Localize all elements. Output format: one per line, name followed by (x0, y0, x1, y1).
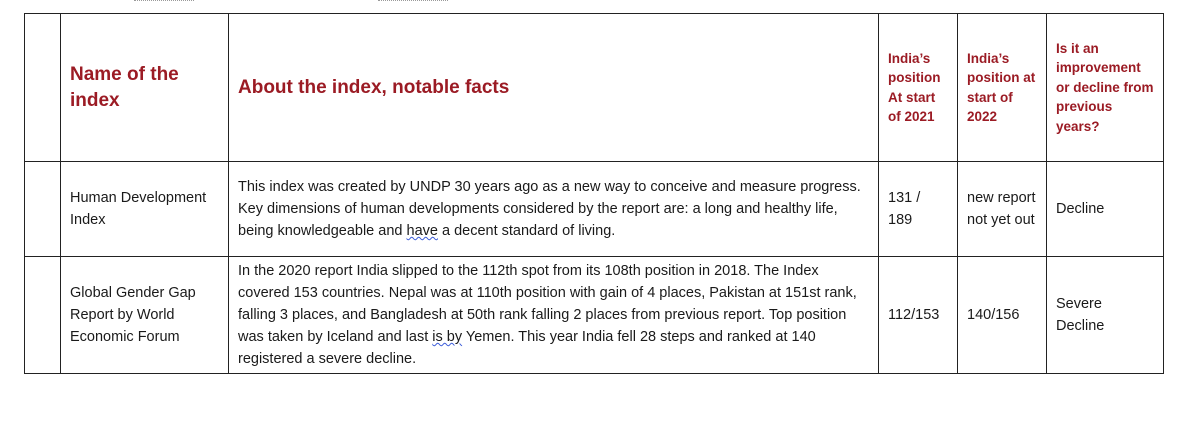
header-about-cell: About the index, notable facts (228, 13, 879, 162)
row-marker-cell (24, 256, 61, 374)
index-about-text: This index was created by UNDP 30 years … (238, 176, 869, 242)
header-trend: Is it an improvement or decline from pre… (1056, 40, 1154, 134)
header-position-2022: India’s position at start of 2022 (967, 50, 1036, 125)
header-position-2021: India’s position At start of 2021 (888, 50, 941, 125)
index-about-text: In the 2020 report India slipped to the … (238, 260, 869, 370)
index-name-cell: Human Development Index (60, 161, 229, 257)
row-marker-cell (24, 161, 61, 257)
trend-cell: Severe Decline (1046, 256, 1164, 374)
index-name: Human Development Index (70, 190, 207, 228)
index-about-cell[interactable]: This index was created by UNDP 30 years … (228, 161, 879, 257)
header-2021-cell: India’s position At start of 2021 (878, 13, 958, 162)
table-row: Human Development Index This index was c… (24, 161, 1164, 257)
table-row: Global Gender Gap Report by World Econom… (24, 256, 1164, 374)
trend-cell: Decline (1046, 161, 1164, 257)
header-2022-cell: India’s position at start of 2022 (957, 13, 1047, 162)
index-name-cell: Global Gender Gap Report by World Econom… (60, 256, 229, 374)
index-table: Name of the index About the index, notab… (24, 13, 1164, 374)
trend-value: Severe Decline (1056, 296, 1105, 334)
spellcheck-flagged-word[interactable]: have (406, 223, 438, 239)
row-marker-cell (24, 13, 61, 162)
dotted-rule-left (134, 0, 194, 4)
position-2021-cell: 131 / 189 (878, 161, 958, 257)
position-2021: 112/153 (888, 307, 940, 323)
header-trend-cell: Is it an improvement or decline from pre… (1046, 13, 1164, 162)
position-2021-cell: 112/153 (878, 256, 958, 374)
index-name: Global Gender Gap Report by World Econom… (70, 285, 196, 345)
header-name-cell: Name of the index (60, 13, 229, 162)
table-header-row: Name of the index About the index, notab… (24, 13, 1164, 162)
position-2021: 131 / 189 (888, 190, 921, 228)
position-2022: 140/156 (967, 307, 1020, 323)
trend-value: Decline (1056, 201, 1105, 217)
about-text-part: This index was created by UNDP 30 years … (238, 179, 861, 239)
position-2022-cell: 140/156 (957, 256, 1047, 374)
dotted-rule-right (378, 0, 448, 4)
header-name: Name of the index (70, 63, 179, 111)
position-2022-cell: new report not yet out (957, 161, 1047, 257)
about-text-part: In the 2020 report India slipped to the … (238, 263, 857, 345)
index-about-cell[interactable]: In the 2020 report India slipped to the … (228, 256, 879, 374)
position-2022: new report not yet out (967, 190, 1036, 228)
spellcheck-flagged-word[interactable]: is by (432, 329, 463, 345)
about-text-part: Yemen. This year India fell 28 steps and… (238, 329, 816, 367)
about-text-part: a decent standard of living. (437, 223, 616, 239)
header-about: About the index, notable facts (238, 76, 510, 98)
